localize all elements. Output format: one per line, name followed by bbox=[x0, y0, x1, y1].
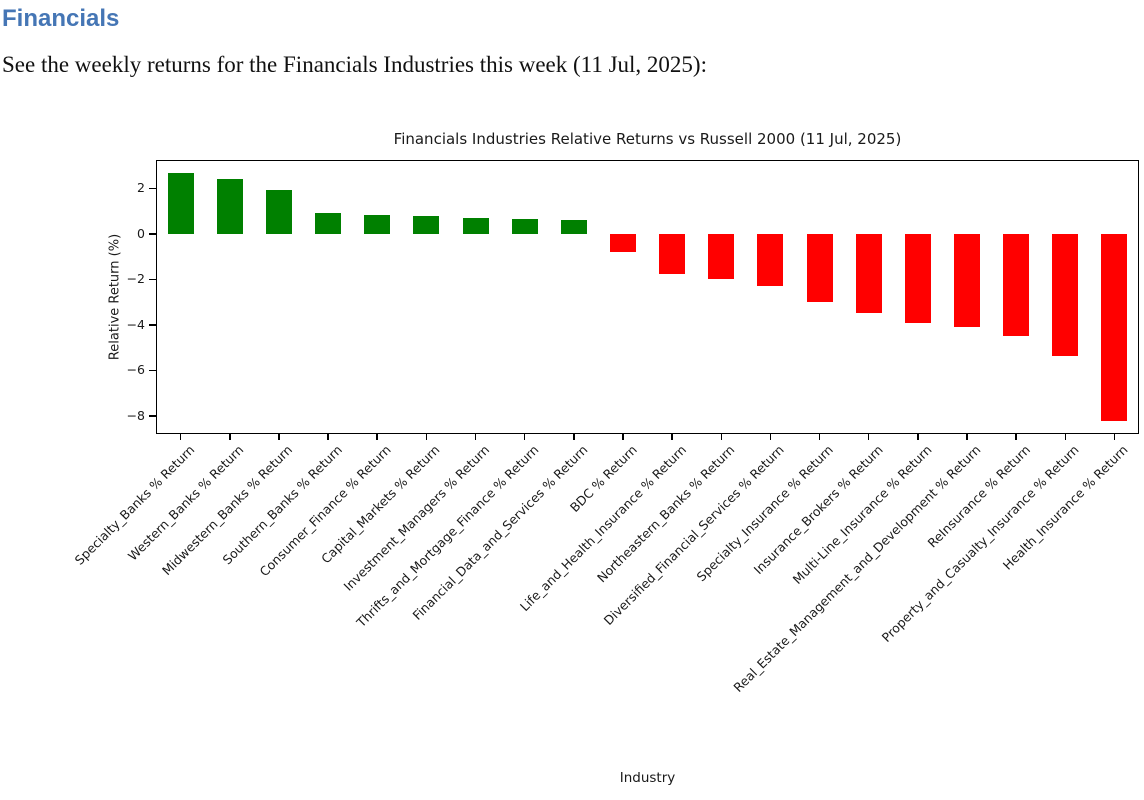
x-tick-mark bbox=[474, 434, 477, 440]
y-tick-label: −6 bbox=[126, 362, 145, 378]
x-tick-mark bbox=[1113, 434, 1116, 440]
y-tick-mark bbox=[149, 369, 156, 372]
x-tick-mark bbox=[573, 434, 575, 440]
x-tick-mark bbox=[622, 434, 624, 440]
bar-18 bbox=[1052, 233, 1079, 356]
x-tick-mark bbox=[966, 434, 968, 440]
y-tick-label: −8 bbox=[126, 407, 145, 423]
x-tick-mark bbox=[376, 434, 378, 440]
bar-13 bbox=[806, 233, 833, 303]
y-tick-label: 2 bbox=[137, 180, 145, 196]
bar-2 bbox=[265, 189, 292, 234]
bar-16 bbox=[954, 233, 980, 328]
bar-11 bbox=[708, 233, 735, 280]
x-tick-mark bbox=[720, 434, 722, 440]
x-tick-mark bbox=[425, 434, 428, 440]
bar-0 bbox=[167, 172, 194, 234]
x-axis-label: Industry bbox=[619, 770, 676, 786]
x-tick-label: Diversified_Financial_Services % Return bbox=[600, 442, 788, 629]
y-tick-label: −4 bbox=[126, 316, 145, 332]
x-tick-mark bbox=[1064, 434, 1066, 440]
x-tick-mark bbox=[278, 434, 280, 440]
bar-14 bbox=[855, 233, 882, 314]
x-tick-mark bbox=[229, 434, 231, 440]
x-tick-mark bbox=[917, 434, 919, 440]
bar-8 bbox=[560, 220, 587, 234]
y-axis-label: Relative Return (%) bbox=[107, 233, 123, 361]
bar-3 bbox=[315, 213, 341, 234]
y-tick-label: −2 bbox=[126, 271, 145, 287]
y-tick-mark bbox=[149, 233, 156, 235]
y-tick-mark bbox=[149, 278, 156, 281]
plot-area bbox=[156, 160, 1139, 434]
bar-10 bbox=[659, 233, 686, 274]
chart-title: Financials Industries Relative Returns v… bbox=[393, 130, 902, 148]
bar-19 bbox=[1101, 233, 1128, 422]
bar-4 bbox=[364, 214, 391, 234]
page-title: Financials bbox=[2, 5, 120, 32]
bar-1 bbox=[216, 179, 243, 234]
bar-5 bbox=[413, 215, 440, 234]
bar-6 bbox=[462, 218, 489, 234]
x-tick-mark bbox=[769, 434, 772, 440]
bar-17 bbox=[1003, 233, 1030, 337]
x-tick-mark bbox=[671, 434, 673, 440]
y-tick-mark bbox=[149, 187, 156, 190]
y-tick-mark bbox=[149, 324, 156, 326]
y-tick-mark bbox=[149, 415, 156, 417]
x-tick-mark bbox=[867, 434, 870, 440]
x-tick-mark bbox=[523, 434, 526, 440]
x-tick-mark bbox=[179, 434, 182, 440]
x-tick-label: Financial_Data_and_Services % Return bbox=[409, 442, 591, 623]
x-tick-mark bbox=[818, 434, 821, 440]
y-tick-label: 0 bbox=[137, 225, 145, 241]
bar-7 bbox=[511, 219, 538, 234]
bar-15 bbox=[904, 233, 931, 323]
x-tick-label: Thrifts_and_Mortgage_Finance % Return bbox=[353, 442, 542, 630]
intro-text: See the weekly returns for the Financial… bbox=[2, 52, 707, 77]
x-tick-mark bbox=[1015, 434, 1017, 440]
x-tick-mark bbox=[327, 434, 329, 440]
bar-12 bbox=[757, 233, 784, 287]
bar-9 bbox=[609, 233, 636, 253]
